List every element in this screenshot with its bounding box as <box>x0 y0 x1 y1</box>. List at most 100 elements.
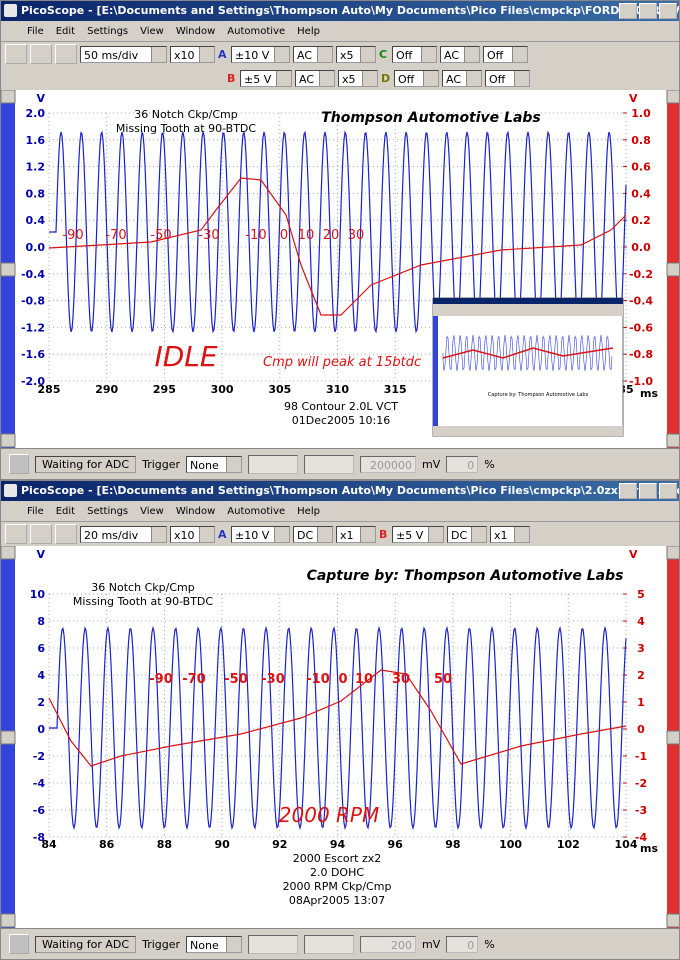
y2-tick-label: 0.4 <box>631 187 651 200</box>
combo-box[interactable]: x1 <box>490 525 530 543</box>
scroll-arrow[interactable] <box>1 730 16 745</box>
minimize-button[interactable] <box>619 483 637 499</box>
maximize-button[interactable] <box>639 483 657 499</box>
menu-bar: File Edit Settings View Window Automotive Help <box>1 21 679 42</box>
x-tick-label: 98 <box>445 838 460 851</box>
combo-box[interactable]: AC <box>442 69 482 87</box>
menu-item[interactable]: Help <box>297 25 320 37</box>
menu-item[interactable]: Help <box>297 505 320 517</box>
y-tick-label: 6 <box>37 642 45 655</box>
y-tick-label: 8 <box>37 615 45 628</box>
mode-note: Cmp will peak at 15btdc <box>263 355 421 370</box>
run-button[interactable] <box>9 454 29 474</box>
menu-item[interactable]: Window <box>175 25 216 37</box>
timer-button[interactable] <box>55 524 77 544</box>
degree-label: -90 <box>62 228 83 243</box>
combo-box[interactable]: 50 ms/div <box>80 45 167 63</box>
scroll-arrow[interactable] <box>666 730 680 745</box>
inset-caption: Capture by: Thompson Automotive Labs <box>488 392 589 398</box>
combo-box[interactable]: x5 <box>338 69 378 87</box>
trigger-combo[interactable]: None <box>186 935 243 953</box>
combo-box[interactable]: Off <box>485 69 530 87</box>
menu-item[interactable]: Automotive <box>227 25 286 37</box>
combo-box[interactable]: ±5 V <box>392 525 444 543</box>
menu-item[interactable]: Settings <box>87 505 129 517</box>
credit: Capture by: Thompson Automotive Labs <box>307 568 624 584</box>
title-bar: PicoScope - [E:\Documents and Settings\T… <box>1 1 679 21</box>
combo-box[interactable]: x5 <box>336 45 376 63</box>
y2-tick-label: 0.0 <box>631 241 651 254</box>
trigger-combo[interactable]: None <box>186 455 243 473</box>
combo-box[interactable]: AC <box>293 45 333 63</box>
trigger-button[interactable] <box>5 524 27 544</box>
run-button[interactable] <box>9 934 29 954</box>
menu-item[interactable]: View <box>140 25 164 37</box>
menu-item[interactable]: Edit <box>55 25 76 37</box>
scroll-arrow[interactable] <box>1 90 16 104</box>
minimize-button[interactable] <box>619 3 637 19</box>
menu-item[interactable]: Window <box>175 505 216 517</box>
scroll-arrow[interactable] <box>1 433 16 448</box>
x-unit: ms <box>640 387 658 400</box>
scroll-arrow[interactable] <box>666 262 680 277</box>
combo-box[interactable]: x1 <box>336 525 376 543</box>
x-tick-label: 96 <box>388 838 404 851</box>
window-title: PicoScope - [E:\Documents and Settings\T… <box>21 4 680 17</box>
timer-button[interactable] <box>55 44 77 64</box>
close-button[interactable] <box>659 483 677 499</box>
menu-item[interactable]: Settings <box>87 25 129 37</box>
combo-box[interactable]: ±5 V <box>240 69 292 87</box>
y-tick-label: 0.8 <box>26 187 46 200</box>
scroll-arrow[interactable] <box>666 433 680 448</box>
degree-label: 20 <box>323 228 340 243</box>
combo-box[interactable]: ±10 V <box>231 45 290 63</box>
menu-item[interactable]: Edit <box>55 505 76 517</box>
scope-window: PicoScope - [E:\Documents and Settings\T… <box>0 480 680 960</box>
combo-box[interactable]: Off <box>392 45 437 63</box>
y-tick-label: -4 <box>33 777 46 790</box>
maximize-button[interactable] <box>639 3 657 19</box>
combo-box[interactable]: 20 ms/div <box>80 525 167 543</box>
combo-box[interactable]: AC <box>295 69 335 87</box>
scroll-arrow[interactable] <box>1 546 16 560</box>
combo-box[interactable]: Off <box>483 45 528 63</box>
channel-button[interactable] <box>30 44 52 64</box>
combo-box[interactable]: ±10 V <box>231 525 290 543</box>
y-tick-label: -0.4 <box>21 268 45 281</box>
x-tick-label: 94 <box>330 838 346 851</box>
degree-label: 50 <box>434 672 452 687</box>
menu-item[interactable]: View <box>140 505 164 517</box>
title-bar: PicoScope - [E:\Documents and Settings\T… <box>1 481 679 501</box>
inset-trace-a <box>442 334 613 372</box>
y-tick-label: 10 <box>30 588 46 601</box>
channel-b-trace <box>48 177 627 316</box>
degree-label: -10 <box>306 672 330 687</box>
combo-box[interactable]: Off <box>394 69 439 87</box>
channel-letter: D <box>381 71 391 85</box>
combo-box[interactable]: x10 <box>170 525 215 543</box>
toolbar-row: 20 ms/div x10 A ±10 V DC x1 B ±5 V DC x1 <box>1 522 679 546</box>
combo-box[interactable]: AC <box>440 45 480 63</box>
scroll-arrow[interactable] <box>666 90 680 104</box>
y2-tick-label: -0.4 <box>629 295 653 308</box>
menu-item[interactable]: File <box>27 25 44 37</box>
channel-button[interactable] <box>30 524 52 544</box>
combo-box[interactable]: x10 <box>170 45 215 63</box>
degree-label: 10 <box>298 228 315 243</box>
header-line: Missing Tooth at 90-BTDC <box>116 122 256 135</box>
scroll-arrow[interactable] <box>1 262 16 277</box>
combo-box[interactable]: DC <box>447 525 487 543</box>
channel-b-trace <box>48 669 627 767</box>
y-tick-label: 2 <box>37 696 45 709</box>
close-button[interactable] <box>659 3 677 19</box>
scroll-arrow[interactable] <box>666 546 680 560</box>
scroll-arrow[interactable] <box>666 913 680 928</box>
y2-tick-label: 1 <box>637 696 645 709</box>
menu-item[interactable]: File <box>27 505 44 517</box>
y2-tick-label: -0.2 <box>629 268 653 281</box>
y-tick-label: 4 <box>37 669 45 682</box>
scroll-arrow[interactable] <box>1 913 16 928</box>
trigger-button[interactable] <box>5 44 27 64</box>
menu-item[interactable]: Automotive <box>227 505 286 517</box>
combo-box[interactable]: DC <box>293 525 333 543</box>
